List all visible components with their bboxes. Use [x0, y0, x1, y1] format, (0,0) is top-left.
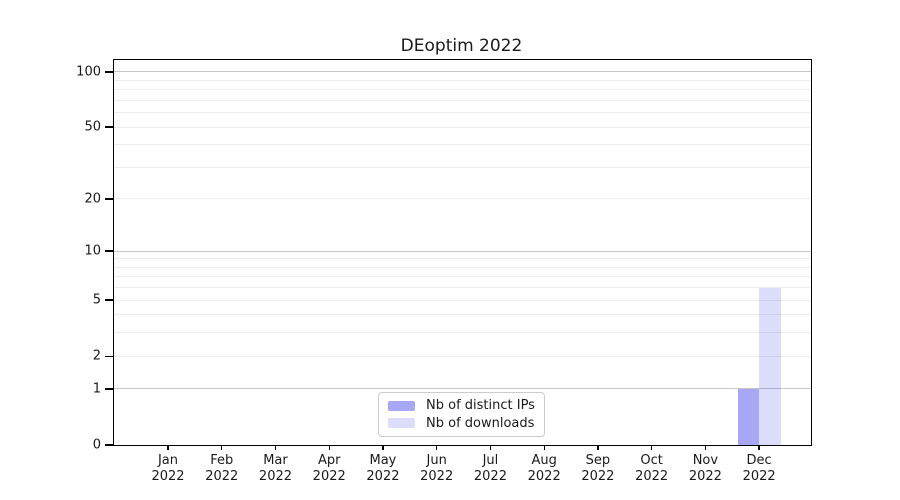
x-tick-month: Jul: [482, 453, 499, 468]
y-tick-label: 10: [84, 243, 101, 259]
gridline-minor: [114, 332, 811, 334]
gridline-minor: [114, 276, 811, 278]
x-tick-year: 2022: [205, 469, 239, 484]
x-tick-label: Mar 2022: [259, 453, 292, 485]
legend-item-downloads: Nb of downloads: [388, 416, 535, 431]
x-tick-mark: [382, 445, 384, 450]
x-tick-year: 2022: [688, 469, 722, 484]
x-tick-month: Aug: [531, 453, 557, 468]
x-tick-month: Apr: [317, 453, 341, 468]
x-tick-year: 2022: [258, 469, 293, 484]
gridline-minor: [114, 99, 811, 101]
gridline-minor: [114, 112, 811, 114]
x-tick-mark: [167, 445, 169, 450]
y-tick-mark: [105, 355, 113, 357]
gridline-minor: [114, 79, 811, 81]
x-tick-mark: [597, 445, 599, 450]
x-tick-month: Jan: [157, 453, 179, 468]
x-tick-mark: [758, 445, 760, 450]
legend-swatch-downloads: [388, 418, 415, 429]
chart-title: DEoptim 2022: [400, 36, 523, 56]
x-tick-mark: [221, 445, 223, 450]
x-tick-label: Jul 2022: [474, 453, 507, 485]
x-tick-label: Jun 2022: [420, 453, 453, 485]
gridline-minor: [114, 166, 811, 168]
y-tick-mark: [105, 126, 113, 128]
x-tick-label: Apr 2022: [313, 453, 346, 485]
x-tick-month: Feb: [210, 453, 234, 468]
gridline-minor: [114, 266, 811, 268]
gridline-minor: [114, 355, 811, 357]
x-tick-year: 2022: [742, 469, 776, 484]
x-tick-month: May: [369, 453, 397, 468]
x-tick-month: Jun: [426, 453, 447, 468]
x-tick-year: 2022: [366, 469, 400, 484]
x-tick-label: Feb 2022: [205, 453, 238, 485]
x-tick-label: Nov 2022: [689, 453, 722, 485]
x-tick-year: 2022: [473, 469, 507, 484]
x-tick-year: 2022: [151, 469, 185, 484]
x-tick-label: Jan 2022: [151, 453, 184, 485]
x-tick-month: Dec: [746, 453, 772, 468]
x-tick-label: Aug 2022: [528, 453, 561, 485]
gridline-minor: [114, 144, 811, 146]
y-tick-mark: [105, 388, 113, 390]
x-tick-month: Nov: [692, 453, 719, 468]
legend-label-downloads: Nb of downloads: [426, 415, 535, 431]
y-tick-label: 5: [92, 292, 101, 308]
plot-area: 0 1 2 5 10 20 50 100 Jan 2022 Feb 2022 Mar 2022 Apr 20…: [76, 59, 812, 484]
gridline-major: [114, 250, 811, 252]
x-tick-month: Sep: [585, 453, 611, 468]
x-tick-month: Oct: [640, 453, 663, 468]
y-tick-label: 20: [84, 191, 101, 207]
x-tick-label: Sep 2022: [581, 453, 614, 485]
x-tick-year: 2022: [635, 469, 669, 484]
gridline-minor: [114, 258, 811, 260]
y-tick-mark: [105, 250, 113, 252]
x-tick-label: Dec 2022: [743, 453, 776, 485]
y-tick-mark: [105, 71, 113, 73]
gridline-major: [114, 388, 811, 390]
y-tick-mark: [105, 299, 113, 301]
x-tick-mark: [274, 445, 277, 450]
gridline-minor: [114, 299, 811, 301]
x-tick-mark: [328, 445, 330, 450]
x-tick-year: 2022: [581, 469, 615, 484]
bar-distinct-ips: [737, 388, 760, 445]
x-tick-label: Oct 2022: [635, 453, 668, 485]
y-tick-mark: [105, 198, 113, 200]
legend-item-distinct-ips: Nb of distinct IPs: [388, 398, 535, 413]
x-tick-mark: [543, 445, 545, 450]
y-tick-label: 0: [92, 437, 101, 453]
x-tick-mark: [489, 445, 492, 450]
gridline-minor: [114, 89, 811, 91]
x-tick-month: Mar: [263, 453, 288, 468]
legend-label-distinct-ips: Nb of distinct IPs: [426, 398, 535, 414]
gridline-minor: [114, 287, 811, 289]
y-tick-label: 1: [92, 381, 101, 397]
legend: Nb of distinct IPs Nb of downloads: [378, 392, 545, 437]
x-tick-mark: [651, 445, 653, 450]
x-tick-year: 2022: [527, 469, 561, 484]
x-tick-label: May 2022: [366, 453, 399, 485]
gridline-major: [114, 71, 811, 73]
x-tick-year: 2022: [312, 469, 346, 484]
gridline-minor: [114, 314, 811, 316]
x-tick-mark: [704, 445, 707, 450]
y-tick-label: 2: [92, 348, 101, 364]
y-tick-label: 50: [84, 119, 101, 135]
x-tick-mark: [436, 445, 438, 450]
y-tick-label: 100: [76, 64, 101, 80]
bar-downloads: [759, 287, 781, 445]
gridline-minor: [114, 198, 811, 200]
gridline-minor: [114, 126, 811, 128]
y-tick-mark: [105, 444, 113, 446]
x-tick-year: 2022: [420, 469, 454, 484]
legend-swatch-distinct-ips: [388, 400, 415, 411]
